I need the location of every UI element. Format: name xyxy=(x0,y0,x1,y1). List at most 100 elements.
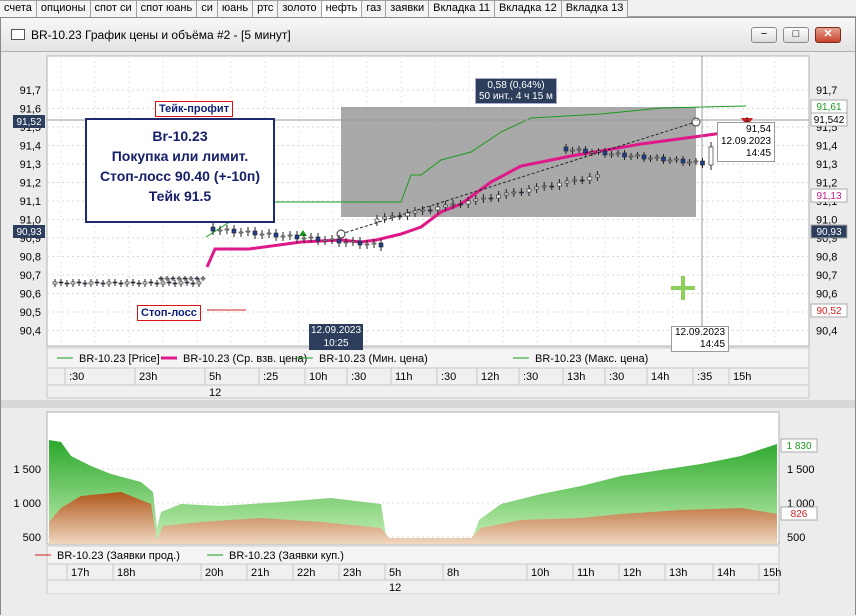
y-tick-left: 91,6 xyxy=(20,104,41,116)
y-tick-right: 91,4 xyxy=(816,141,837,153)
note-line: Тейк 91.5 xyxy=(148,188,212,204)
vol-x-tick: 10h xyxy=(531,567,549,579)
right-price-tag: 90,93 xyxy=(816,227,841,238)
y-tick-left: 90,8 xyxy=(20,252,41,264)
vol-x-tick: 13h xyxy=(669,567,687,579)
tab-7[interactable]: золото xyxy=(278,0,322,17)
x-tick: 13h xyxy=(567,371,585,383)
y-tick-left: 90,6 xyxy=(20,289,41,301)
cursor-date-right: 12.09.2023 14:45 xyxy=(671,326,730,352)
selection-rectangle xyxy=(341,107,696,217)
tab-10[interactable]: заявки xyxy=(386,0,430,17)
minimize-button[interactable]: − xyxy=(751,27,777,43)
vol-x-tick: 20h xyxy=(205,567,223,579)
right-price-tag: 91,542 xyxy=(814,115,845,126)
vol-x-tick: 8h xyxy=(447,567,459,579)
x-tick: 15h xyxy=(733,371,751,383)
tab-11[interactable]: Вкладка 11 xyxy=(429,0,495,17)
x-tick: :30 xyxy=(69,371,84,383)
day-label: 12 xyxy=(209,387,221,399)
x-tick: 23h xyxy=(139,371,157,383)
max-price-line xyxy=(205,105,747,238)
vol-right-tag: 826 xyxy=(791,509,808,520)
y-tick-right: 91,0 xyxy=(816,215,837,227)
note-line: Br-10.23 xyxy=(152,128,208,144)
tab-13[interactable]: Вкладка 13 xyxy=(561,0,629,17)
measure-start[interactable] xyxy=(336,229,346,239)
vol-x-tick: 23h xyxy=(343,567,361,579)
tab-8[interactable]: нефть xyxy=(321,0,363,17)
buy-marker xyxy=(299,230,307,236)
tab-12[interactable]: Вкладка 12 xyxy=(495,0,562,17)
cursor-info: 91,54 12.09.2023 14:45 xyxy=(717,122,776,162)
legend-entry: BR-10.23 (Ср. взв. цена) xyxy=(183,353,307,365)
chart-window: BR-10.23 График цены и объёма #2 - [5 ми… xyxy=(0,17,856,616)
tab-2[interactable]: спот си xyxy=(90,0,137,17)
y-tick-left: 91,4 xyxy=(20,141,41,153)
trade-note: Br-10.23 Покупка или лимит. Стоп-лосс 90… xyxy=(85,118,275,223)
left-price-tag: 91,52 xyxy=(16,117,41,128)
chart-area[interactable]: 91,791,691,591,491,391,291,191,090,990,8… xyxy=(1,52,855,616)
x-tick: :35 xyxy=(697,371,712,383)
y-tick-left: 91,0 xyxy=(20,215,41,227)
cursor-date-left: 12.09.2023 10:25 xyxy=(309,324,364,350)
vol-x-tick: 11h xyxy=(577,567,595,579)
tab-5[interactable]: юань xyxy=(217,0,254,17)
close-button[interactable]: ✕ xyxy=(815,27,841,43)
vol-x-tick: 5h xyxy=(389,567,401,579)
vwap-line xyxy=(205,127,752,268)
y-tick-left: 91,2 xyxy=(20,178,41,190)
y-tick-left: 90,4 xyxy=(20,326,41,338)
window-title: BR-10.23 График цены и объёма #2 - [5 ми… xyxy=(31,28,291,42)
left-price-tag: 90,93 xyxy=(16,227,41,238)
selection-info: 0,58 (0,64%) 50 инт., 4 ч 15 м xyxy=(475,78,557,104)
x-tick: :30 xyxy=(523,371,538,383)
chart-icon xyxy=(11,29,25,40)
move-cursor-icon xyxy=(671,276,695,300)
title-bar: BR-10.23 График цены и объёма #2 - [5 ми… xyxy=(1,18,855,52)
vol-y-tick-right: 500 xyxy=(787,532,805,544)
right-price-tag: 91,13 xyxy=(816,191,841,202)
tab-3[interactable]: спот юань xyxy=(136,0,198,17)
y-tick-right: 91,2 xyxy=(816,178,837,190)
x-tick: 11h xyxy=(395,371,413,383)
measure-end[interactable] xyxy=(691,117,701,127)
tab-6[interactable]: ртс xyxy=(253,0,279,17)
vol-x-tick: 18h xyxy=(117,567,135,579)
y-tick-right: 90,6 xyxy=(816,289,837,301)
right-price-tag: 91,61 xyxy=(816,102,841,113)
vol-day-label: 12 xyxy=(389,582,401,594)
y-tick-right: 91,3 xyxy=(816,159,837,171)
x-tick: 5h xyxy=(209,371,221,383)
legend-entry: BR-10.23 [Price] xyxy=(79,353,160,365)
x-tick: :25 xyxy=(263,371,278,383)
note-line: Покупка или лимит. xyxy=(111,148,249,164)
x-tick: 14h xyxy=(651,371,669,383)
vol-x-tick: 12h xyxy=(623,567,641,579)
x-tick: 10h xyxy=(309,371,327,383)
right-price-tag: 90,52 xyxy=(816,306,841,317)
y-tick-left: 91,1 xyxy=(20,196,41,208)
vol-y-tick-left: 500 xyxy=(23,532,41,544)
y-tick-left: 90,7 xyxy=(20,270,41,282)
vol-legend-entry: BR-10.23 (Заявки прод.) xyxy=(57,550,180,562)
vol-x-tick: 15h xyxy=(763,567,781,579)
vol-x-tick: 21h xyxy=(251,567,269,579)
tab-bar: счета опционы спот си спот юань си юань ртс зол… xyxy=(0,0,856,17)
vol-x-tick: 14h xyxy=(717,567,735,579)
tab-1[interactable]: опционы xyxy=(36,0,91,17)
y-tick-right: 90,4 xyxy=(816,326,837,338)
vol-x-tick: 22h xyxy=(297,567,315,579)
vol-y-tick-left: 1 000 xyxy=(13,498,41,510)
legend-entry: BR-10.23 (Макс. цена) xyxy=(535,353,648,365)
tab-4[interactable]: си xyxy=(197,0,218,17)
tab-9[interactable]: газ xyxy=(362,0,387,17)
vol-legend-entry: BR-10.23 (Заявки куп.) xyxy=(229,550,344,562)
maximize-button[interactable]: □ xyxy=(783,27,809,43)
x-tick: 12h xyxy=(481,371,499,383)
take-profit-label: Тейк-профит xyxy=(155,101,234,117)
vol-right-tag: 1 830 xyxy=(786,441,811,452)
x-tick: :30 xyxy=(609,371,624,383)
y-tick-right: 90,8 xyxy=(816,252,837,264)
tab-0[interactable]: счета xyxy=(0,0,37,17)
